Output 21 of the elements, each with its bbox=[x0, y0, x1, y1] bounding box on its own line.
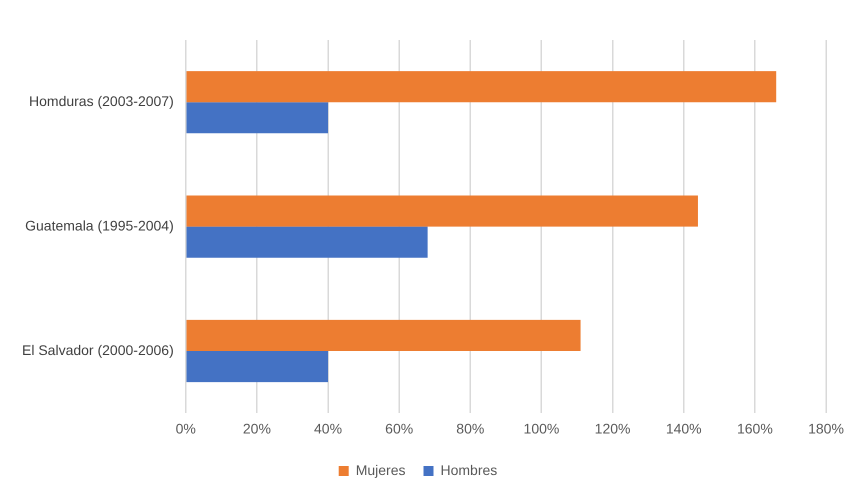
legend-label: Hombres bbox=[440, 462, 498, 478]
bar bbox=[186, 196, 698, 227]
x-tick-label: 120% bbox=[594, 420, 630, 436]
x-tick-label: 40% bbox=[314, 420, 342, 436]
bar bbox=[186, 102, 328, 134]
x-tick-label: 60% bbox=[385, 420, 414, 436]
x-tick-label: 20% bbox=[242, 420, 271, 436]
x-tick-label: 80% bbox=[456, 420, 484, 436]
x-tick-label: 160% bbox=[736, 420, 773, 436]
bar bbox=[186, 226, 428, 258]
bar bbox=[186, 320, 581, 351]
x-tick-label: 100% bbox=[524, 420, 560, 436]
y-tick-label: El Salvador (2000-2006) bbox=[22, 342, 174, 358]
legend-label: Mujeres bbox=[356, 462, 406, 478]
y-tick-label: Homduras (2003-2007) bbox=[29, 93, 174, 110]
bar bbox=[186, 351, 328, 382]
bar bbox=[186, 71, 776, 102]
x-tick-label: 140% bbox=[666, 420, 702, 436]
x-tick-label: 0% bbox=[176, 420, 196, 436]
y-tick-label: Guatemala (1995-2004) bbox=[25, 217, 174, 234]
x-tick-label: 180% bbox=[808, 420, 844, 436]
